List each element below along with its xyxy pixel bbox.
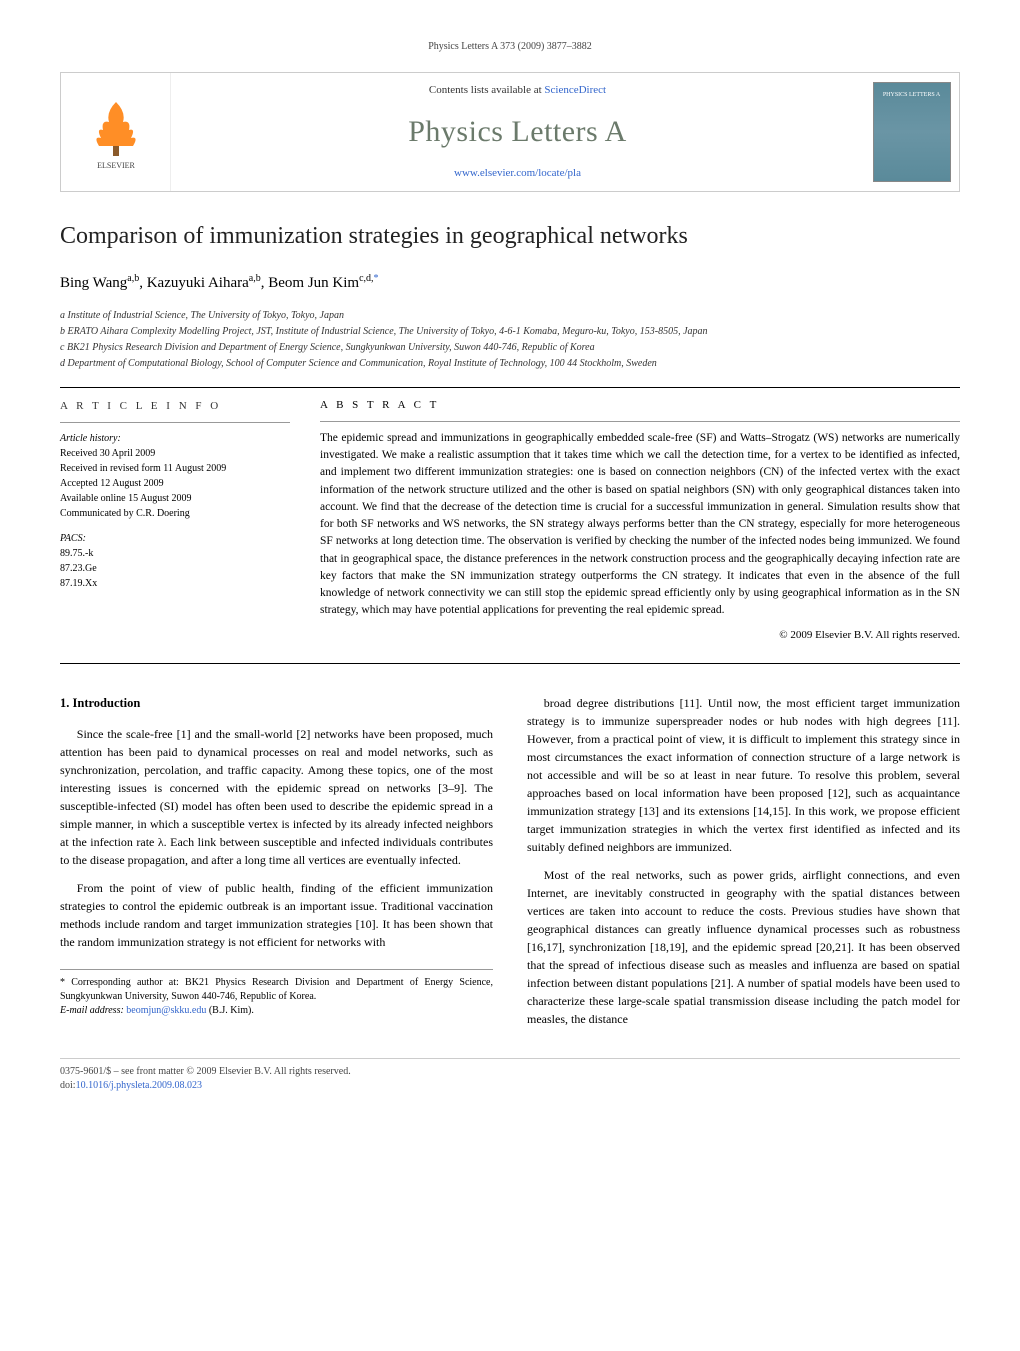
history-accepted: Accepted 12 August 2009 xyxy=(60,476,290,491)
abstract-column: A B S T R A C T The epidemic spread and … xyxy=(320,398,960,644)
article-info-heading: A R T I C L E I N F O xyxy=(60,398,290,415)
abstract-heading: A B S T R A C T xyxy=(320,398,960,413)
affiliation-b: b ERATO Aihara Complexity Modelling Proj… xyxy=(60,324,960,339)
meta-abstract-row: A R T I C L E I N F O Article history: R… xyxy=(60,398,960,644)
running-header: Physics Letters A 373 (2009) 3877–3882 xyxy=(60,40,960,54)
pacs-block: PACS: 89.75.-k 87.23.Ge 87.19.Xx xyxy=(60,531,290,591)
corresponding-footnote: * Corresponding author at: BK21 Physics … xyxy=(60,976,493,1004)
pacs-1: 89.75.-k xyxy=(60,546,290,561)
contents-available-line: Contents lists available at ScienceDirec… xyxy=(171,83,864,98)
corr-symbol: * xyxy=(374,273,379,284)
article-history-block: Article history: Received 30 April 2009 … xyxy=(60,431,290,521)
article-title: Comparison of immunization strategies in… xyxy=(60,220,960,254)
authors-line: Bing Wanga,b, Kazuyuki Aiharaa,b, Beom J… xyxy=(60,272,960,294)
affiliations-block: a Institute of Industrial Science, The U… xyxy=(60,308,960,371)
pacs-3: 87.19.Xx xyxy=(60,576,290,591)
publisher-logo: ELSEVIER xyxy=(61,73,171,191)
author-2-affil: a,b xyxy=(249,273,261,284)
corresponding-author-link[interactable]: * xyxy=(374,275,379,291)
journal-banner: ELSEVIER Contents lists available at Sci… xyxy=(60,72,960,192)
body-p4: Most of the real networks, such as power… xyxy=(527,866,960,1028)
history-label: Article history: xyxy=(60,431,290,446)
section-1-heading: 1. Introduction xyxy=(60,694,493,713)
body-p2: From the point of view of public health,… xyxy=(60,879,493,951)
history-communicated: Communicated by C.R. Doering xyxy=(60,506,290,521)
corresponding-email-link[interactable]: beomjun@skku.edu xyxy=(126,1005,206,1016)
body-p3: broad degree distributions [11]. Until n… xyxy=(527,694,960,856)
cover-label: PHYSICS LETTERS A xyxy=(883,91,940,99)
abstract-text: The epidemic spread and immunizations in… xyxy=(320,430,960,620)
author-1-affil: a,b xyxy=(127,273,139,284)
affiliation-d: d Department of Computational Biology, S… xyxy=(60,356,960,371)
banner-center: Contents lists available at ScienceDirec… xyxy=(171,73,864,191)
author-3: Beom Jun Kim xyxy=(268,275,359,291)
journal-cover-thumb-wrap: PHYSICS LETTERS A xyxy=(864,73,959,191)
author-1: Bing Wang xyxy=(60,275,127,291)
pacs-2: 87.23.Ge xyxy=(60,561,290,576)
body-column-left: 1. Introduction Since the scale-free [1]… xyxy=(60,694,493,1038)
abstract-copyright: © 2009 Elsevier B.V. All rights reserved… xyxy=(320,628,960,643)
article-info-column: A R T I C L E I N F O Article history: R… xyxy=(60,398,290,644)
rule-top xyxy=(60,387,960,388)
affiliation-c: c BK21 Physics Research Division and Dep… xyxy=(60,340,960,355)
email-suffix: (B.J. Kim). xyxy=(206,1005,254,1016)
front-matter-footer: 0375-9601/$ – see front matter © 2009 El… xyxy=(60,1058,960,1093)
rule-bottom xyxy=(60,663,960,664)
journal-name: Physics Letters A xyxy=(171,111,864,153)
history-revised: Received in revised form 11 August 2009 xyxy=(60,461,290,476)
body-column-right: broad degree distributions [11]. Until n… xyxy=(527,694,960,1038)
body-two-column: 1. Introduction Since the scale-free [1]… xyxy=(60,694,960,1038)
history-online: Available online 15 August 2009 xyxy=(60,491,290,506)
abstract-rule xyxy=(320,421,960,422)
contents-prefix: Contents lists available at xyxy=(429,84,544,96)
sciencedirect-link[interactable]: ScienceDirect xyxy=(544,84,606,96)
journal-homepage-link-wrap: www.elsevier.com/locate/pla xyxy=(171,166,864,181)
footnote-block: * Corresponding author at: BK21 Physics … xyxy=(60,969,493,1018)
email-label: E-mail address: xyxy=(60,1005,126,1016)
journal-cover-thumb: PHYSICS LETTERS A xyxy=(873,82,951,182)
affiliation-a: a Institute of Industrial Science, The U… xyxy=(60,308,960,323)
pacs-label: PACS: xyxy=(60,531,290,546)
author-3-affil: c,d, xyxy=(359,273,373,284)
history-received: Received 30 April 2009 xyxy=(60,446,290,461)
publisher-name-text: ELSEVIER xyxy=(97,161,135,170)
body-p1: Since the scale-free [1] and the small-w… xyxy=(60,725,493,869)
doi-line: doi:10.1016/j.physleta.2009.08.023 xyxy=(60,1079,960,1093)
front-matter-line: 0375-9601/$ – see front matter © 2009 El… xyxy=(60,1065,960,1079)
info-rule xyxy=(60,422,290,423)
doi-label: doi: xyxy=(60,1080,76,1091)
doi-link[interactable]: 10.1016/j.physleta.2009.08.023 xyxy=(76,1080,202,1091)
journal-homepage-link[interactable]: www.elsevier.com/locate/pla xyxy=(454,167,581,179)
author-2: Kazuyuki Aihara xyxy=(147,275,249,291)
email-line: E-mail address: beomjun@skku.edu (B.J. K… xyxy=(60,1004,493,1018)
elsevier-tree-icon: ELSEVIER xyxy=(81,92,151,172)
